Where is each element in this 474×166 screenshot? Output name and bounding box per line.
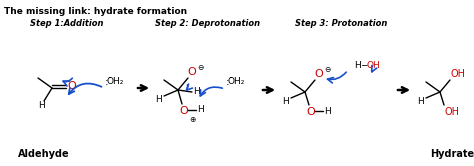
Text: :: :	[226, 77, 230, 87]
Text: Aldehyde: Aldehyde	[18, 149, 70, 159]
Text: Step 2: Deprotonation: Step 2: Deprotonation	[155, 19, 260, 28]
Text: OH: OH	[445, 107, 459, 117]
Text: H: H	[193, 87, 201, 96]
Text: ⊖: ⊖	[324, 65, 330, 74]
Text: ÖH₂: ÖH₂	[106, 78, 124, 86]
Text: O: O	[307, 107, 315, 117]
Text: Step 1:Addition: Step 1:Addition	[30, 19, 103, 28]
Text: O: O	[68, 81, 76, 91]
Text: H: H	[155, 94, 163, 103]
Text: :: :	[105, 77, 109, 87]
Text: O: O	[180, 106, 188, 116]
Text: H: H	[325, 107, 331, 116]
Text: Step 3: Protonation: Step 3: Protonation	[295, 19, 387, 28]
Text: OH: OH	[450, 69, 465, 79]
Text: H: H	[355, 60, 361, 70]
Text: H: H	[283, 96, 289, 106]
Text: ⊖: ⊖	[197, 63, 203, 72]
Text: O: O	[315, 69, 323, 79]
Text: −: −	[360, 60, 368, 70]
Text: ÖH₂: ÖH₂	[228, 78, 245, 86]
Text: H: H	[38, 101, 46, 111]
Text: O: O	[188, 67, 196, 77]
Text: H: H	[198, 106, 204, 115]
Text: H: H	[418, 96, 424, 106]
Text: The missing link: hydrate formation: The missing link: hydrate formation	[4, 7, 187, 16]
Text: OH: OH	[366, 60, 380, 70]
Text: ⊕: ⊕	[189, 115, 195, 124]
Text: Hydrate: Hydrate	[430, 149, 474, 159]
